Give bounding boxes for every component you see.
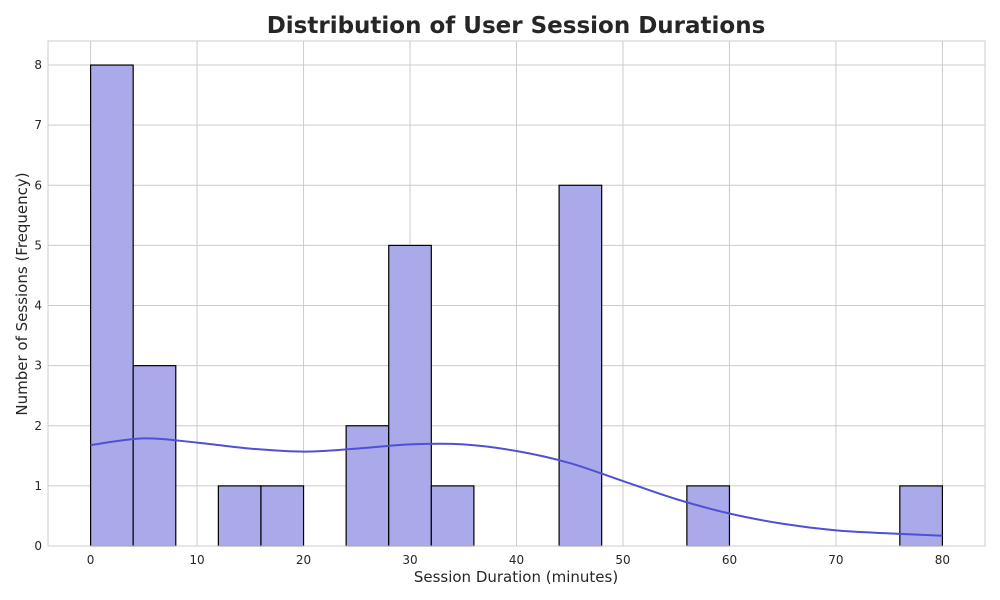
x-ticks: 0 10 20 30 40 50 60 70 80 [87,553,950,567]
y-tick-label: 4 [34,299,42,313]
x-tick-label: 20 [296,553,311,567]
histogram-bar [388,244,432,547]
y-ticks: 0 1 2 3 4 5 6 7 8 [34,58,42,553]
kde-curve [90,437,943,537]
y-tick-label: 0 [34,539,42,553]
y-tick-label: 2 [34,419,42,433]
histogram-bar [558,184,603,547]
x-tick-label: 50 [615,553,630,567]
x-tick-label: 0 [87,553,95,567]
histogram-bar [899,485,944,547]
x-axis-label: Session Duration (minutes) [414,568,618,586]
histogram-bar [260,485,305,547]
x-tick-label: 80 [935,553,950,567]
histogram-bar [217,485,262,547]
plot-frame [47,40,986,547]
y-tick-label: 1 [34,479,42,493]
histogram-bar [686,485,731,547]
x-tick-label: 30 [402,553,417,567]
y-tick-label: 3 [34,359,42,373]
histogram-bar [89,64,134,547]
grid [48,41,985,547]
histogram-bar [345,425,390,547]
y-tick-label: 6 [34,178,42,192]
y-tick-label: 5 [34,238,42,252]
y-tick-label: 8 [34,58,42,72]
bars [89,64,944,547]
kde-line [90,437,943,537]
x-tick-label: 40 [509,553,524,567]
histogram-bar [430,485,475,547]
y-tick-label: 7 [34,118,42,132]
chart-title: Distribution of User Session Durations [267,13,766,39]
histogram-bar [132,365,177,547]
y-axis-label: Number of Sessions (Frequency) [13,172,31,415]
x-tick-label: 60 [722,553,737,567]
x-tick-label: 10 [189,553,204,567]
x-tick-label: 70 [828,553,843,567]
